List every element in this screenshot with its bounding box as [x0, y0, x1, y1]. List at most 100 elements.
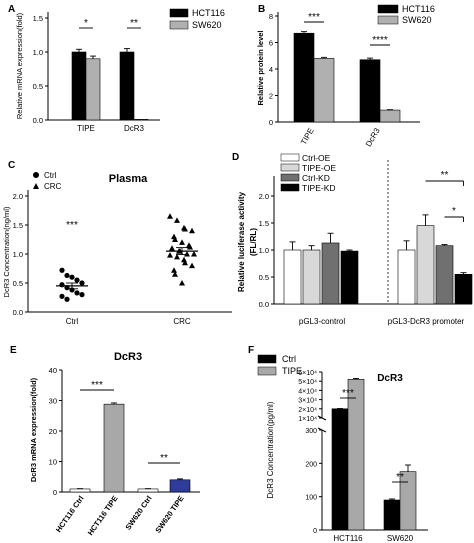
panel-b-legend-swatch	[377, 4, 399, 14]
panel-c-point-crc	[171, 233, 177, 240]
panel-b-legend-label: SW620	[402, 15, 432, 25]
panel-b-x-tick-label: TIPE	[299, 127, 316, 147]
panel-f-y-tick-label: 5×10⁴	[298, 379, 317, 386]
panel-b-significance-label: ****	[372, 35, 388, 46]
panel-c-y-tick-label: 1.5	[13, 221, 23, 230]
panel-c-significance: ***	[66, 220, 78, 231]
panel-d-bar	[416, 225, 435, 305]
panel-c-point-crc	[169, 245, 175, 251]
panel-a-legend-label: HCT116	[192, 8, 225, 18]
panel-b-x-tick-label: DcR3	[364, 126, 382, 148]
panel-c-legend-label: Ctrl	[44, 171, 57, 180]
panel-c-y-tick-label: 1.0	[13, 250, 23, 259]
panel-c-point-ctrl	[59, 267, 65, 273]
panel-f-y-tick-label: 2×10⁴	[298, 407, 317, 414]
panel-d-legend-label: TIPE-KD	[302, 183, 336, 193]
panel-b-y-tick-label: 0	[269, 118, 273, 127]
panel-d-y-tick-label: 1.0	[259, 246, 269, 255]
panel-letter-a: A	[8, 4, 15, 15]
panel-c-point-ctrl	[64, 272, 70, 279]
panel-c-y-label: DcR3 Concentration(ng/ml)	[2, 206, 11, 297]
panel-f-y-tick-label: 100	[305, 495, 317, 502]
panel-d-legend-label: Ctrl-OE	[302, 153, 331, 163]
panel-f-y-tick-label: 200	[305, 461, 317, 468]
panel-e-bar	[69, 488, 91, 493]
panel-c-point-crc	[171, 267, 177, 273]
panel-d-significance-label: **	[441, 170, 449, 181]
panel-d-legend-swatch	[280, 183, 300, 192]
panel-c-point-crc	[191, 251, 197, 257]
panel-letter-c: C	[8, 160, 15, 171]
panel-e-y-label: DcR3 mRNA expression(fold)	[29, 377, 38, 482]
panel-d-y-tick-label: 2.0	[259, 192, 269, 201]
panel-e-y-tick-label: 0	[53, 488, 57, 497]
panel-f-y-tick-label: 3×10⁴	[298, 398, 317, 405]
panel-letter-d: D	[232, 152, 239, 163]
panel-e-bar	[103, 403, 125, 493]
panel-c-legend-marker-circle	[33, 172, 39, 178]
panel-a-x-tick-label: DcR3	[124, 124, 145, 133]
panel-c-point-crc	[187, 244, 193, 250]
panel-c-point-crc	[179, 239, 185, 245]
panel-a-legend-swatch	[169, 8, 189, 18]
panel-c-point-ctrl	[74, 290, 80, 296]
panel-c-point-ctrl	[79, 280, 85, 286]
panel-a-bar	[85, 58, 101, 121]
panel-e-y-tick-label: 10	[49, 458, 57, 467]
panel-e-y-tick-label: 40	[49, 366, 57, 375]
panel-e-significance-label: **	[160, 453, 168, 464]
panel-c-point-crc	[167, 213, 173, 219]
panel-f-y-tick-label: 0	[313, 528, 317, 535]
panel-d-y-tick-label: 1.5	[259, 219, 269, 228]
panel-c-point-crc	[189, 262, 195, 269]
panel-f-y-label: DcR3 Concentration(pg/ml)	[266, 401, 275, 498]
panel-a-x-tick-label: TIPE	[77, 124, 95, 133]
panel-e-significance-label: ***	[91, 380, 103, 391]
panel-e-x-tick-label: SW620 TIPE	[153, 494, 185, 535]
panel-f-legend-swatch	[257, 366, 277, 376]
panel-a-significance-label: *	[84, 18, 88, 29]
panel-c-y-tick-label: 2.0	[13, 192, 23, 201]
panel-a-y-tick-label: 1.5	[33, 14, 43, 23]
panel-d-y-label: (FL/RL)	[249, 228, 258, 256]
panel-c-point-crc	[182, 259, 188, 266]
panel-f-legend-swatch	[257, 354, 277, 364]
panel-letter-b: B	[258, 4, 265, 15]
panel-d-legend-swatch	[280, 173, 300, 182]
panel-e-y-tick-label: 20	[49, 427, 57, 436]
panel-e-y-tick-label: 30	[49, 397, 57, 406]
panel-b-y-tick-label: 6	[269, 39, 273, 48]
panel-e-bar	[169, 479, 191, 493]
panel-f-y-tick-label: 6×10⁴	[298, 370, 317, 377]
panel-e-x-tick-label: SW620 Ctrl	[124, 494, 154, 532]
panel-a-y-tick-label: 0.5	[33, 82, 43, 91]
panel-d-x-group-label: pGL3-DcR3 promoter	[388, 317, 465, 326]
panel-c-legend-marker-triangle	[33, 183, 39, 189]
panel-d-y-tick-label: 0.0	[259, 300, 269, 309]
panel-b-y-tick-label: 2	[269, 92, 273, 101]
panel-f-significance-label: ***	[342, 388, 354, 399]
panel-d-bar	[302, 249, 321, 305]
panel-e-bar	[137, 488, 159, 493]
panel-c-point-crc	[189, 227, 195, 234]
panel-d-x-group-label: pGL3-control	[299, 317, 345, 326]
panel-b-y-label: Relative protein level	[256, 30, 265, 105]
panel-f-bar	[347, 379, 365, 531]
panel-d-y-label: Relative luciferase activity	[237, 191, 246, 292]
panel-c-point-ctrl	[69, 274, 75, 280]
panel-f-legend-label: Ctrl	[282, 354, 296, 364]
panel-f-x-tick-label: SW620	[387, 534, 414, 543]
panel-a-y-tick-label: 1.0	[33, 48, 43, 57]
panel-b-bar	[379, 109, 401, 123]
panel-c-y-tick-label: 0.0	[13, 308, 23, 317]
panel-c-point-ctrl	[59, 293, 65, 299]
panel-c-point-ctrl	[64, 296, 70, 302]
panel-d-legend-label: TIPE-OE	[302, 163, 336, 173]
panel-c-point-crc	[174, 253, 180, 260]
panel-a-significance-label: **	[130, 18, 138, 29]
panel-c-title: Plasma	[109, 173, 148, 185]
panel-e-x-tick-label: HCT116 Ctrl	[54, 494, 86, 534]
panel-d-bar	[283, 249, 302, 305]
panel-d-bar	[454, 273, 473, 305]
panel-a-y-tick-label: 0.0	[33, 116, 43, 125]
